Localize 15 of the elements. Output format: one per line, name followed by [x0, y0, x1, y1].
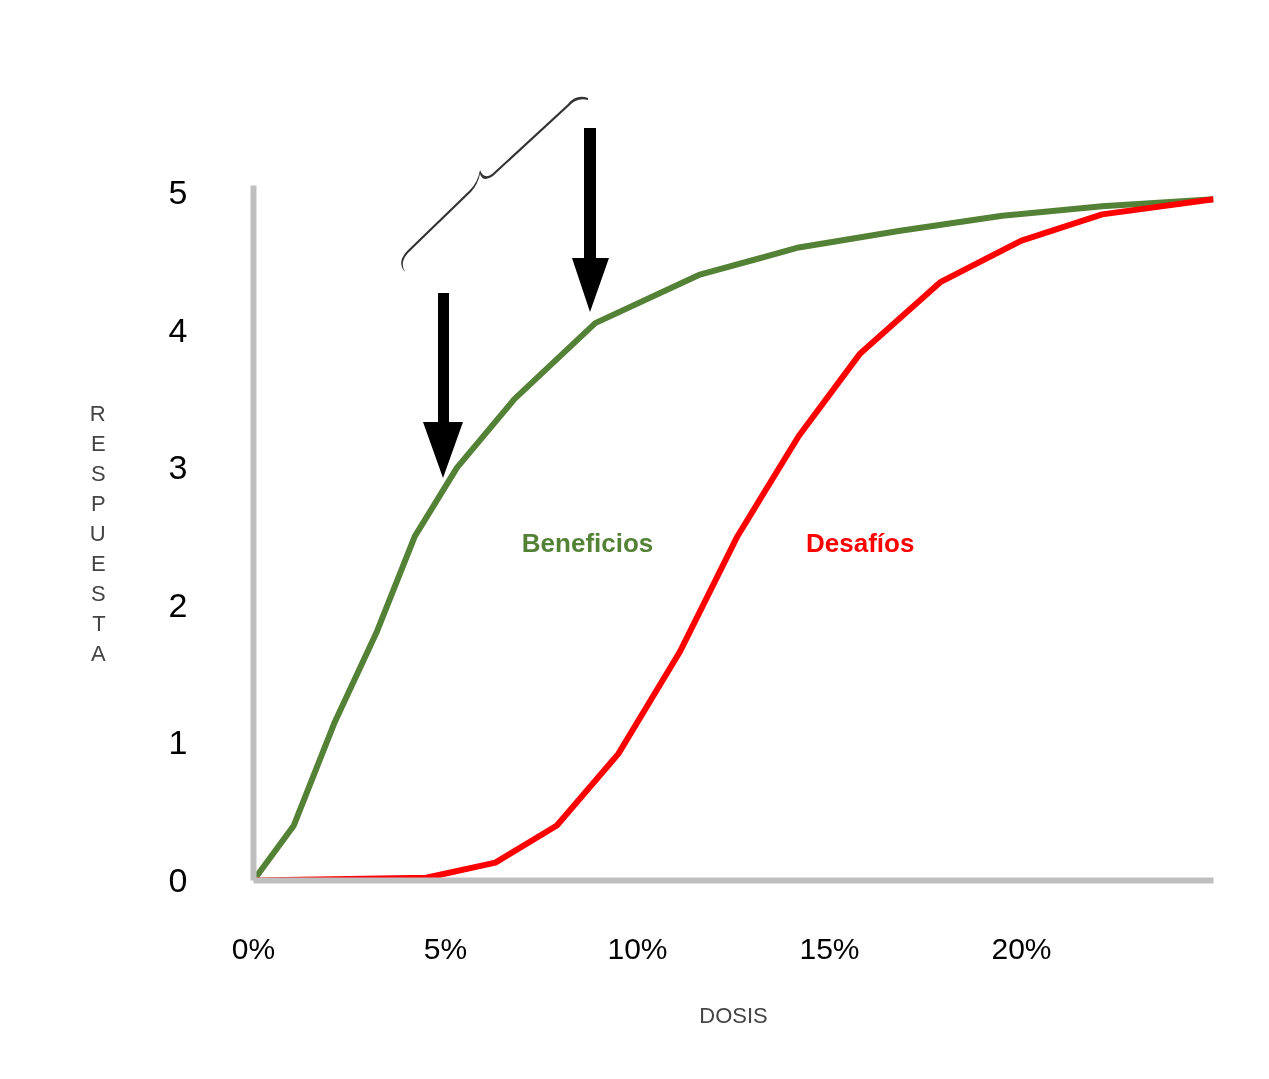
- x-tick-label: 5%: [423, 931, 468, 965]
- text: Desafíos: [806, 528, 915, 559]
- x-tick-label: 20%: [991, 931, 1052, 965]
- x-axis-title: DOSIS: [699, 1002, 768, 1028]
- y-tick-label: 2: [168, 585, 188, 624]
- x-tick-label: 0%: [231, 931, 276, 965]
- x-tick-label: 15%: [799, 931, 860, 965]
- y-tick-label: 5: [168, 172, 188, 211]
- y-tick-label: 4: [168, 310, 188, 349]
- text: RESPUESTA: [89, 400, 106, 666]
- text: Beneficios: [521, 528, 654, 559]
- x-tick-label: 10%: [607, 931, 668, 965]
- y-tick-label: 0: [168, 861, 188, 899]
- y-tick-label: 1: [168, 723, 188, 762]
- y-tick-label: 3: [168, 448, 188, 487]
